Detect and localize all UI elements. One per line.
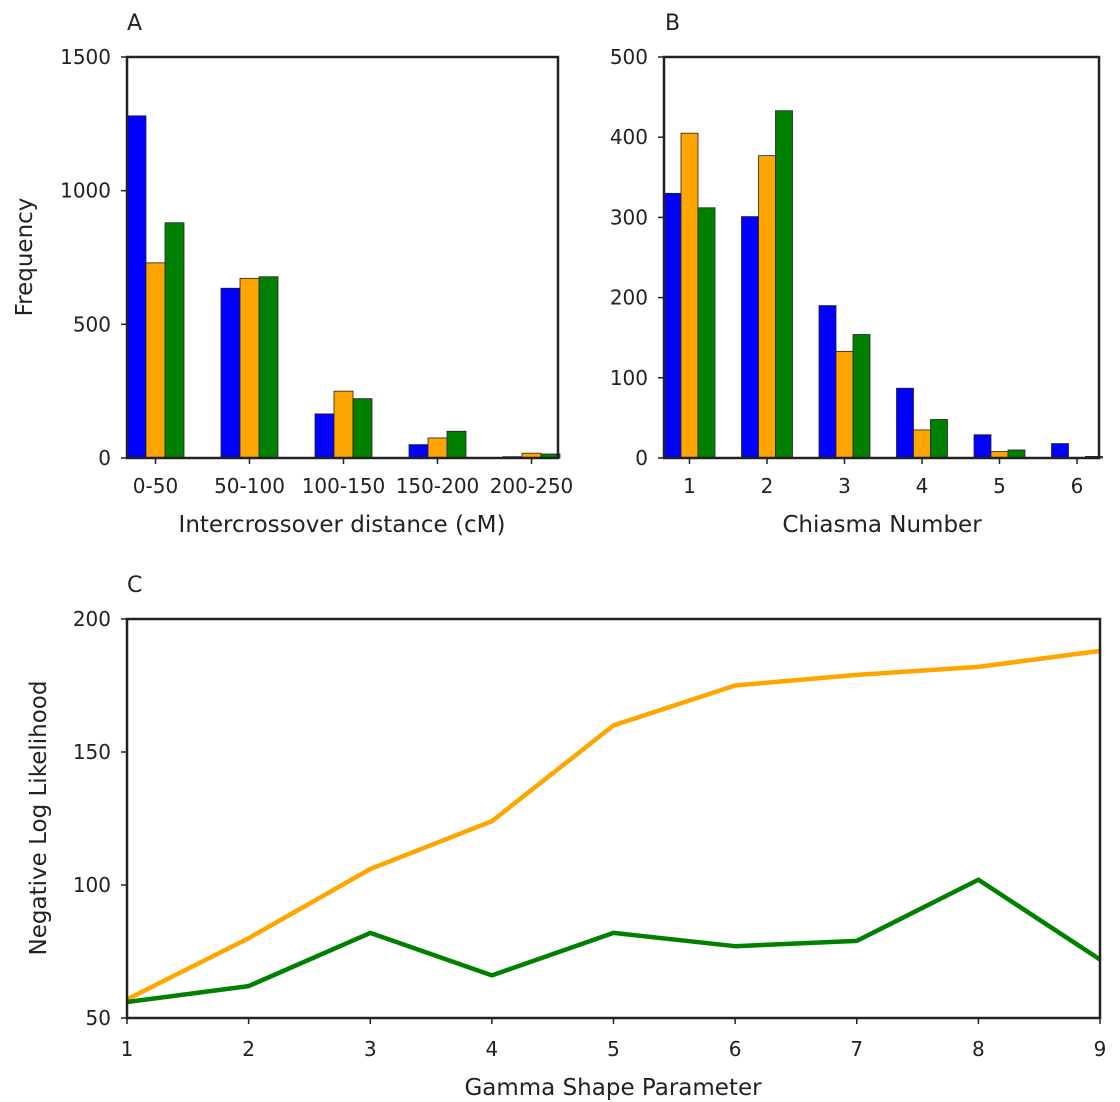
panel-b-x-tick-label: 3	[838, 474, 851, 498]
panel-b-y-tick-label: 200	[610, 286, 648, 310]
panel-c-x-tick-label: 5	[607, 1037, 620, 1061]
panel-a-bar-50-100-s3	[258, 276, 279, 459]
panel-b-x-tick-label: 2	[761, 474, 774, 498]
panel-c-x-tick-label: 7	[850, 1037, 863, 1061]
panel-a-plot-frame	[125, 55, 560, 460]
panel-b-letter: B	[665, 11, 680, 36]
panel-b-bar-3-s2	[835, 350, 854, 459]
panel-b-bar-2-s3	[775, 110, 793, 459]
panel-a-bar-0-50-s1	[126, 115, 147, 459]
panel-c-y-tick-label: 50	[86, 1006, 111, 1030]
panel-a-y-tick-label: 1000	[60, 179, 111, 203]
panel-a-bar-150-200-s1	[408, 444, 429, 459]
panel-c-x-tick-label: 3	[364, 1037, 377, 1061]
panel-b-y-tick-label: 500	[610, 45, 648, 69]
panel-a-bar-100-150-s3	[352, 398, 373, 459]
panel-b-plot-frame	[662, 55, 1101, 460]
panel-b-bar-4-s2	[913, 429, 931, 459]
panel-b-x-tick-label: 5	[993, 474, 1006, 498]
panel-a-x-tick-label: 0-50	[133, 474, 178, 498]
panel-b-bar-5-s1	[973, 434, 992, 459]
panel-c-y-tick-label: 150	[73, 740, 111, 764]
panel-b-bar-1-s3	[697, 207, 716, 459]
panel-a-y-tick-label: 0	[98, 446, 111, 470]
panel-a-bar-150-200-s3	[446, 430, 467, 459]
panel-a-x-tick-label: 50-100	[214, 474, 285, 498]
panel-a-bar-0-50-s3	[164, 222, 185, 459]
panel-a-bar-100-150-s2	[333, 390, 354, 459]
panel-b-bar-4-s3	[930, 419, 948, 459]
panel-a: A 0-50 50-100 100-150 150-200 200-250 0 500 100…	[12, 11, 573, 538]
panel-a-bar-150-200-s2	[427, 437, 448, 459]
panel-b-bar-4-s1	[896, 387, 914, 459]
panel-c-y-tick-label: 200	[73, 607, 111, 631]
panel-b-x-tick-label: 1	[683, 474, 696, 498]
panel-c-x-tick-label: 2	[242, 1037, 255, 1061]
panel-a-x-axis-title: Intercrossover distance (cM)	[179, 512, 506, 538]
panel-b-bar-2-s2	[758, 155, 776, 459]
panel-b-y-tick-label: 100	[610, 366, 648, 390]
panel-a-letter: A	[127, 11, 142, 36]
panel-a-y-axis-title: Frequency	[12, 198, 38, 317]
panel-b-bar-3-s3	[852, 334, 871, 459]
panel-c-letter: C	[127, 573, 142, 598]
panel-c-plot-frame	[125, 617, 1102, 1020]
panel-b-bar-3-s1	[818, 305, 837, 459]
panel-a-x-tick-label: 150-200	[396, 474, 480, 498]
panel-c-x-tick-label: 4	[486, 1037, 499, 1061]
panel-a-bar-100-150-s1	[314, 413, 335, 459]
panel-b: B 1 2 3 4 5 6 0 100 200 300 400 500 Chiasma Number	[610, 11, 1103, 538]
panel-c-y-axis-title: Negative Log Likelihood	[26, 681, 52, 956]
panel-b-y-tick-label: 0	[635, 446, 648, 470]
panel-a-x-tick-label: 100-150	[302, 474, 386, 498]
panel-a-bar-50-100-s2	[239, 277, 260, 459]
panel-c-x-tick-label: 1	[121, 1037, 134, 1061]
panel-a-bar-0-50-s2	[145, 262, 166, 459]
panel-b-y-tick-label: 400	[610, 125, 648, 149]
panel-a-x-tick-label: 200-250	[490, 474, 574, 498]
panel-b-x-axis-title: Chiasma Number	[782, 512, 982, 538]
panel-b-x-tick-label: 4	[916, 474, 929, 498]
panel-a-y-tick-label: 500	[73, 312, 111, 336]
panel-c-series-line-2	[126, 877, 1102, 1005]
panel-c-x-axis-title: Gamma Shape Parameter	[464, 1075, 762, 1101]
panel-a-y-tick-label: 1500	[60, 45, 111, 69]
panel-b-bar-1-s2	[680, 132, 699, 459]
panel-c-y-tick-label: 100	[73, 873, 111, 897]
panel-b-y-tick-label: 300	[610, 205, 648, 229]
panel-b-bar-6-s1	[1051, 443, 1069, 459]
panel-b-x-tick-label: 6	[1071, 474, 1084, 498]
panel-c-series-line-1	[125, 648, 1101, 1002]
panel-a-bar-50-100-s1	[220, 287, 241, 459]
panel-b-bar-2-s1	[741, 216, 759, 459]
panel-c-x-tick-label: 6	[729, 1037, 742, 1061]
panel-b-bar-1-s1	[663, 192, 682, 459]
panel-c-x-tick-label: 9	[1094, 1037, 1107, 1061]
panel-c: C 1 2 3 4 5 6 7 8 9 50 100 150 200 Gamma Shape Param…	[26, 573, 1106, 1101]
panel-c-x-tick-label: 8	[972, 1037, 985, 1061]
